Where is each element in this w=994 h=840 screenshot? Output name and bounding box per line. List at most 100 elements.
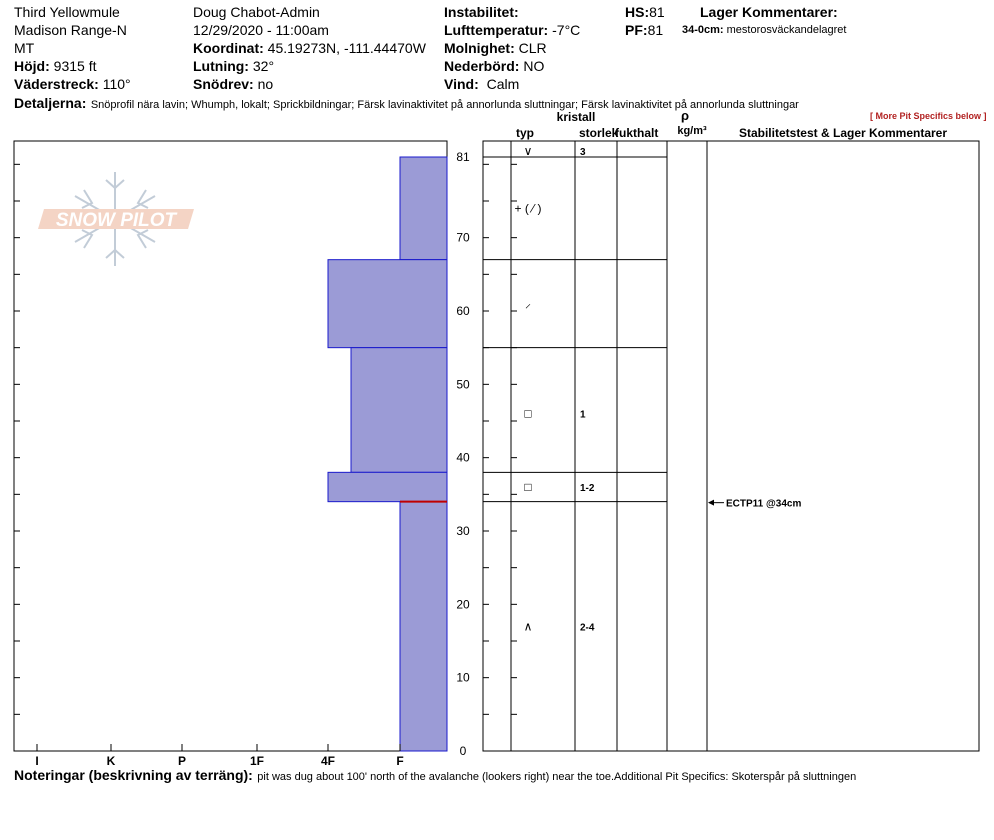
instability-label: Instabilitet:: [444, 4, 519, 20]
layer-comment-text: mestorosväckandelagret: [726, 24, 847, 36]
air-temperature: Lufttemperatur: -7°C: [444, 22, 580, 38]
snowflake-icon: [74, 172, 156, 266]
elevation-value: 9315 ft: [53, 58, 97, 74]
layer-comments-label: Lager Kommentarer:: [700, 4, 838, 20]
depth-tick-label: 40: [456, 451, 470, 465]
hardness-tick-label: 4F: [321, 754, 335, 768]
grain-size: 1: [580, 410, 586, 421]
precip-value: NO: [523, 58, 545, 74]
elevation: Höjd: 9315 ft: [14, 58, 96, 74]
aspect: Väderstreck: 110°: [14, 76, 131, 92]
grain-type-symbol: ∧: [524, 619, 533, 633]
coordinates: Koordinat: 45.19273N, -111.44470W: [193, 40, 426, 56]
state: MT: [14, 40, 35, 56]
hardness-bars: [327, 156, 448, 752]
hardness-tick-label: 1F: [250, 754, 264, 768]
precipitation: Nederbörd: NO: [444, 58, 544, 74]
header-type: typ: [516, 126, 534, 140]
depth-tick-label: 70: [456, 231, 470, 245]
hs-value: 81: [649, 4, 665, 20]
layer-boundary-lines: [483, 156, 667, 503]
grain-type-symbol: ⸝: [525, 297, 531, 311]
layer-table-frame: [482, 140, 980, 752]
notes-label: Noteringar (beskrivning av terräng):: [14, 767, 253, 783]
hardness-axis-labels: I K P 1F 4F F: [35, 744, 404, 768]
sky-label: Molnighet:: [444, 40, 515, 56]
header-crystal: kristall: [557, 110, 596, 124]
grain-rows: ∨ 3 + ( ⁄ ) ⸝ □ 1 □ 1-2 ∧ 2-4: [514, 144, 594, 633]
depth-tick-label: 0: [460, 744, 467, 758]
observer: Doug Chabot-Admin: [193, 4, 320, 20]
hardness-bar: [399, 156, 448, 261]
test-arrow-icon: [708, 499, 714, 506]
wind-loading: Snödrev: no: [193, 76, 273, 92]
logo-text: SNOW PILOT: [56, 210, 178, 231]
header-size: storlek: [579, 126, 619, 140]
sky-cover: Molnighet: CLR: [444, 40, 547, 56]
grain-type-symbol: □: [524, 480, 531, 494]
mountain-range: Madison Range-N: [14, 22, 127, 38]
header-moisture: fukthalt: [615, 126, 658, 140]
header-rho: ρ: [681, 108, 689, 123]
grain-type-symbol: + ( ⁄ ): [514, 201, 541, 215]
header-stability: Stabilitetstest & Lager Kommentarer: [739, 126, 947, 140]
wind-label: Vind:: [444, 76, 479, 92]
datetime: 12/29/2020 - 11:00am: [193, 22, 329, 38]
wind-loading-label: Snödrev:: [193, 76, 254, 92]
hardness-tick-label: I: [35, 754, 38, 768]
aspect-value: 110°: [102, 76, 131, 92]
wind: Vind: Calm: [444, 76, 519, 92]
depth-tick-label: 60: [456, 304, 470, 318]
logo-banner: [38, 209, 194, 229]
hs-label: HS:: [625, 4, 650, 20]
layer-comment: 34-0cm: mestorosväckandelagret: [682, 24, 846, 37]
pf-value: 81: [647, 22, 664, 38]
precip-label: Nederbörd:: [444, 58, 520, 74]
header-density-unit: kg/m³: [677, 125, 707, 137]
coord-value: 45.19273N, -111.44470W: [267, 40, 426, 56]
table-depth-ticks: [483, 163, 517, 752]
hardness-tick-label: P: [178, 754, 186, 768]
grain-size: 3: [580, 147, 586, 158]
elevation-label: Höjd:: [14, 58, 50, 74]
grain-type-symbol: ∨: [524, 144, 533, 158]
air-temp-label: Lufttemperatur:: [444, 22, 549, 38]
location-name: Third Yellowmule: [14, 4, 120, 20]
sky-value: CLR: [518, 40, 547, 56]
depth-tick-label: 10: [456, 671, 470, 685]
depth-tick-label: 30: [456, 524, 470, 538]
depth-tick-label: 81: [456, 150, 470, 164]
details-text: Snöprofil nära lavin; Whumph, lokalt; Sp…: [90, 99, 799, 111]
hardness-tick-label: K: [107, 754, 116, 768]
hardness-bar: [399, 501, 448, 752]
depth-axis-labels: 81 70 60 50 40 30 20 10 0: [456, 150, 470, 758]
layer-comment-range: 34-0cm:: [682, 24, 724, 36]
slope-value: 32°: [252, 58, 275, 74]
hardness-bar: [327, 471, 448, 503]
air-temp-value: -7°C: [552, 22, 581, 38]
test-result-label: ECTP11 @34cm: [726, 499, 801, 510]
hs: HS:81: [625, 4, 665, 20]
snowpilot-logo: SNOW PILOT: [38, 172, 194, 266]
grain-type-symbol: □: [524, 407, 531, 421]
hardness-bar: [327, 259, 448, 349]
hardness-tick-label: F: [396, 754, 403, 768]
pf: PF:81: [625, 22, 663, 38]
coord-label: Koordinat:: [193, 40, 264, 56]
details-label: Detaljerna:: [14, 95, 87, 111]
notes-text: pit was dug about 100' north of the aval…: [257, 771, 857, 783]
notes: Noteringar (beskrivning av terräng): pit…: [14, 767, 856, 785]
pf-label: PF:: [625, 22, 648, 38]
grain-size: 1-2: [580, 483, 595, 494]
more-specifics-link[interactable]: [ More Pit Specifics below ]: [870, 111, 987, 121]
slope-label: Lutning:: [193, 58, 249, 74]
wind-value: Calm: [486, 76, 520, 92]
stability-test-marker: ECTP11 @34cm: [708, 499, 801, 510]
aspect-label: Väderstreck:: [14, 76, 99, 92]
wind-loading-value: no: [257, 76, 274, 92]
details: Detaljerna: Snöprofil nära lavin; Whumph…: [14, 95, 799, 113]
hardness-bar: [350, 347, 448, 473]
slope-angle: Lutning: 32°: [193, 58, 274, 74]
depth-tick-label: 20: [456, 597, 470, 611]
